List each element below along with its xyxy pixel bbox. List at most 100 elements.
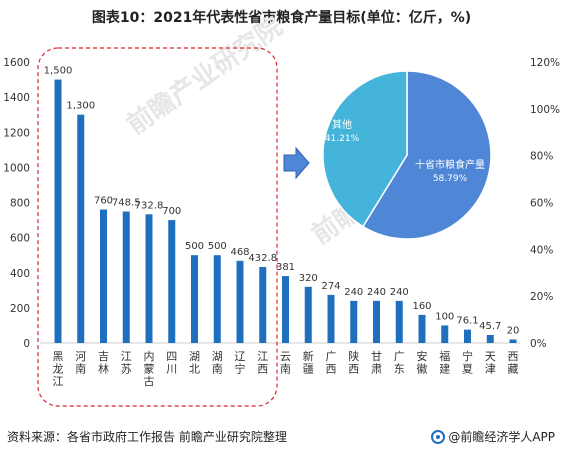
source-note: 资料来源：各省市政府工作报告 前瞻产业研究院整理: [7, 430, 287, 444]
category-label: 安徽: [417, 349, 428, 376]
bar: [418, 314, 426, 343]
value-label: 76.1: [456, 316, 478, 327]
value-label: 500: [185, 241, 204, 252]
bar: [122, 211, 130, 343]
category-label: 福建: [439, 349, 450, 376]
y2-tick-label: 100%: [530, 104, 560, 116]
y-tick-label: 1200: [3, 127, 30, 139]
highlight-box: [37, 47, 278, 407]
bar: [213, 255, 221, 343]
value-label: 274: [321, 281, 340, 292]
chart-title: 图表10：2021年代表性省市粮食产量目标(单位：亿斤，%): [91, 10, 472, 26]
brand-text: @前瞻经济学人APP: [448, 430, 555, 444]
value-label: 748.5: [112, 198, 141, 209]
bar: [350, 300, 358, 343]
y-tick-label: 200: [10, 303, 30, 315]
value-label: 45.7: [479, 321, 501, 332]
y2-tick-label: 0%: [530, 338, 547, 350]
bar: [441, 325, 449, 343]
y-tick-label: 400: [10, 268, 30, 280]
y-tick-label: 600: [10, 233, 30, 245]
y-axis-left: 0 200 400 600 800 1000 1200 1400 1600: [3, 57, 520, 350]
value-label: 100: [435, 311, 454, 322]
value-label: 700: [162, 206, 181, 217]
category-label: 内蒙古: [144, 349, 155, 388]
category-label: 天津: [485, 350, 496, 376]
y-tick-label: 1000: [3, 162, 30, 174]
value-label: 160: [412, 301, 431, 312]
y-tick-label: 1400: [3, 92, 30, 104]
category-label: 甘肃: [371, 350, 382, 376]
bar: [327, 294, 335, 343]
y2-tick-label: 60%: [530, 198, 553, 210]
value-label: 468: [230, 247, 249, 258]
value-label: 240: [390, 287, 409, 298]
category-label: 江苏: [121, 350, 132, 376]
pie-label-value: 58.79%: [433, 174, 468, 184]
value-label: 1,300: [66, 101, 95, 112]
bar: [145, 214, 153, 343]
bar: [259, 266, 267, 343]
bar: [191, 255, 198, 343]
y2-tick-label: 40%: [530, 244, 553, 256]
arrow-right-icon: [283, 146, 310, 180]
y-tick-label: 1600: [3, 57, 30, 69]
category-label: 宁夏: [462, 349, 473, 376]
bar: [236, 260, 244, 343]
annotations: [37, 47, 310, 407]
category-label: 吉林: [98, 350, 109, 376]
bar: [168, 220, 176, 343]
category-label: 四川: [166, 350, 177, 376]
value-label: 760: [94, 196, 113, 207]
category-label: 江西: [257, 350, 268, 376]
category-label: 湖北: [189, 350, 200, 376]
category-label: 云南: [280, 350, 291, 376]
category-label: 湖南: [212, 350, 223, 376]
bar: [373, 300, 380, 343]
pie-slice: [322, 70, 408, 228]
bar: [77, 114, 85, 343]
value-label: 240: [344, 287, 363, 298]
value-label: 381: [276, 262, 295, 273]
value-label: 732.8: [135, 200, 164, 211]
watermark-text: 前瞻产业研究院: [121, 11, 288, 141]
bar-series: [54, 79, 517, 343]
y-tick-label: 0: [23, 338, 30, 350]
bar: [54, 79, 62, 343]
bar: [486, 334, 494, 343]
bar: [304, 286, 312, 343]
y-axis-right: 0% 20% 40% 60% 80% 100% 120%: [530, 57, 560, 350]
pie-slice: [361, 70, 492, 240]
pie-label-name: 其他: [332, 118, 352, 131]
brand-logo-icon: [431, 429, 446, 444]
category-label: 广西: [326, 350, 337, 376]
category-label: 河南: [75, 350, 86, 376]
y-tick-label: 800: [10, 198, 30, 210]
category-label: 黑龙江: [53, 350, 64, 388]
value-label: 432.8: [248, 253, 277, 264]
bar: [395, 300, 403, 343]
bar: [100, 209, 107, 343]
category-label: 西藏: [508, 350, 519, 376]
value-label: 320: [299, 273, 318, 284]
y2-tick-label: 120%: [530, 57, 560, 69]
bar: [464, 329, 471, 343]
value-label: 500: [208, 241, 227, 252]
category-label: 新疆: [303, 349, 314, 376]
value-label: 20: [507, 325, 520, 336]
value-label: 1,500: [44, 66, 73, 77]
pie-label-name: 十省市粮食产量: [415, 158, 485, 171]
bar: [509, 339, 517, 343]
value-label: 240: [367, 287, 386, 298]
brand-credit: @前瞻经济学人APP: [431, 428, 555, 445]
y2-tick-label: 20%: [530, 291, 553, 303]
bar: [282, 276, 289, 343]
category-label: 辽宁: [235, 350, 246, 376]
category-label: 陕西: [348, 349, 359, 376]
pie-chart: 十省市粮食产量 58.79% 其他 41.21%: [322, 70, 492, 240]
category-label: 广东: [394, 350, 405, 376]
